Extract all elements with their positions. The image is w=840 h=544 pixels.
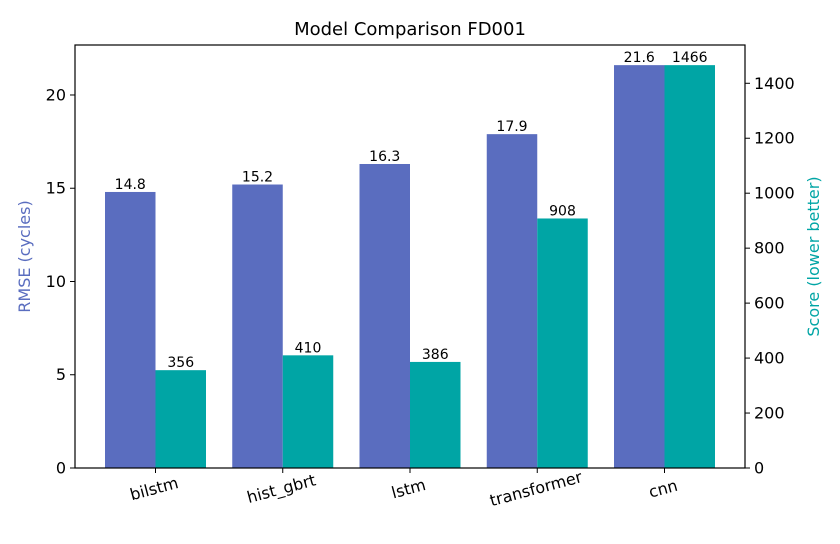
y-right-tick-label: 400 (754, 349, 785, 368)
y-left-tick-label: 15 (46, 179, 66, 198)
bar-rmse-cnn (614, 65, 665, 468)
y-right-tick-label: 200 (754, 404, 785, 423)
y-axis-right-label: Score (lower better) (804, 176, 823, 336)
data-label-score-hist_gbrt: 410 (295, 340, 322, 356)
right-axis: 0 200 400 600 800 1000 1200 1400 (745, 74, 795, 478)
y-right-tick-label: 1400 (754, 74, 795, 93)
data-label-rmse-transformer: 17.9 (496, 119, 527, 135)
bars-layer (105, 65, 715, 469)
bar-rmse-bilstm (105, 191, 156, 468)
data-label-score-transformer: 908 (549, 203, 576, 219)
left-axis: 0 5 10 15 20 (46, 85, 75, 478)
data-label-rmse-hist_gbrt: 15.2 (242, 170, 273, 186)
y-left-tick-label: 20 (46, 85, 66, 104)
y-right-tick-label: 0 (754, 459, 764, 478)
bar-score-transformer (537, 218, 588, 468)
bar-rmse-lstm (359, 163, 410, 469)
data-label-rmse-cnn: 21.6 (624, 50, 655, 66)
bar-rmse-transformer (486, 134, 538, 468)
bar-rmse-hist_gbrt (232, 184, 283, 468)
data-labels-layer: 14.8 356 15.2 410 16.3 386 17.9 908 21.6 1466 (115, 50, 708, 371)
data-label-rmse-bilstm: 14.8 (115, 177, 146, 193)
y-left-tick-label: 5 (56, 365, 66, 384)
y-left-tick-label: 10 (46, 272, 66, 291)
y-right-tick-label: 800 (754, 239, 785, 258)
bar-score-lstm (410, 361, 461, 468)
data-label-rmse-lstm: 16.3 (369, 149, 400, 165)
y-axis-left-label: RMSE (cycles) (15, 200, 34, 312)
data-label-score-cnn: 1466 (672, 50, 708, 66)
y-left-tick-label: 0 (56, 459, 66, 478)
bar-score-cnn (664, 65, 715, 468)
y-right-tick-label: 1000 (754, 184, 795, 203)
y-right-tick-label: 600 (754, 294, 785, 313)
bar-score-bilstm (155, 370, 206, 468)
chart-title: Model Comparison FD001 (294, 19, 526, 40)
data-label-score-bilstm: 356 (167, 355, 194, 371)
bar-score-hist_gbrt (282, 355, 334, 468)
y-right-tick-label: 1200 (754, 129, 795, 148)
data-label-score-lstm: 386 (422, 347, 449, 363)
